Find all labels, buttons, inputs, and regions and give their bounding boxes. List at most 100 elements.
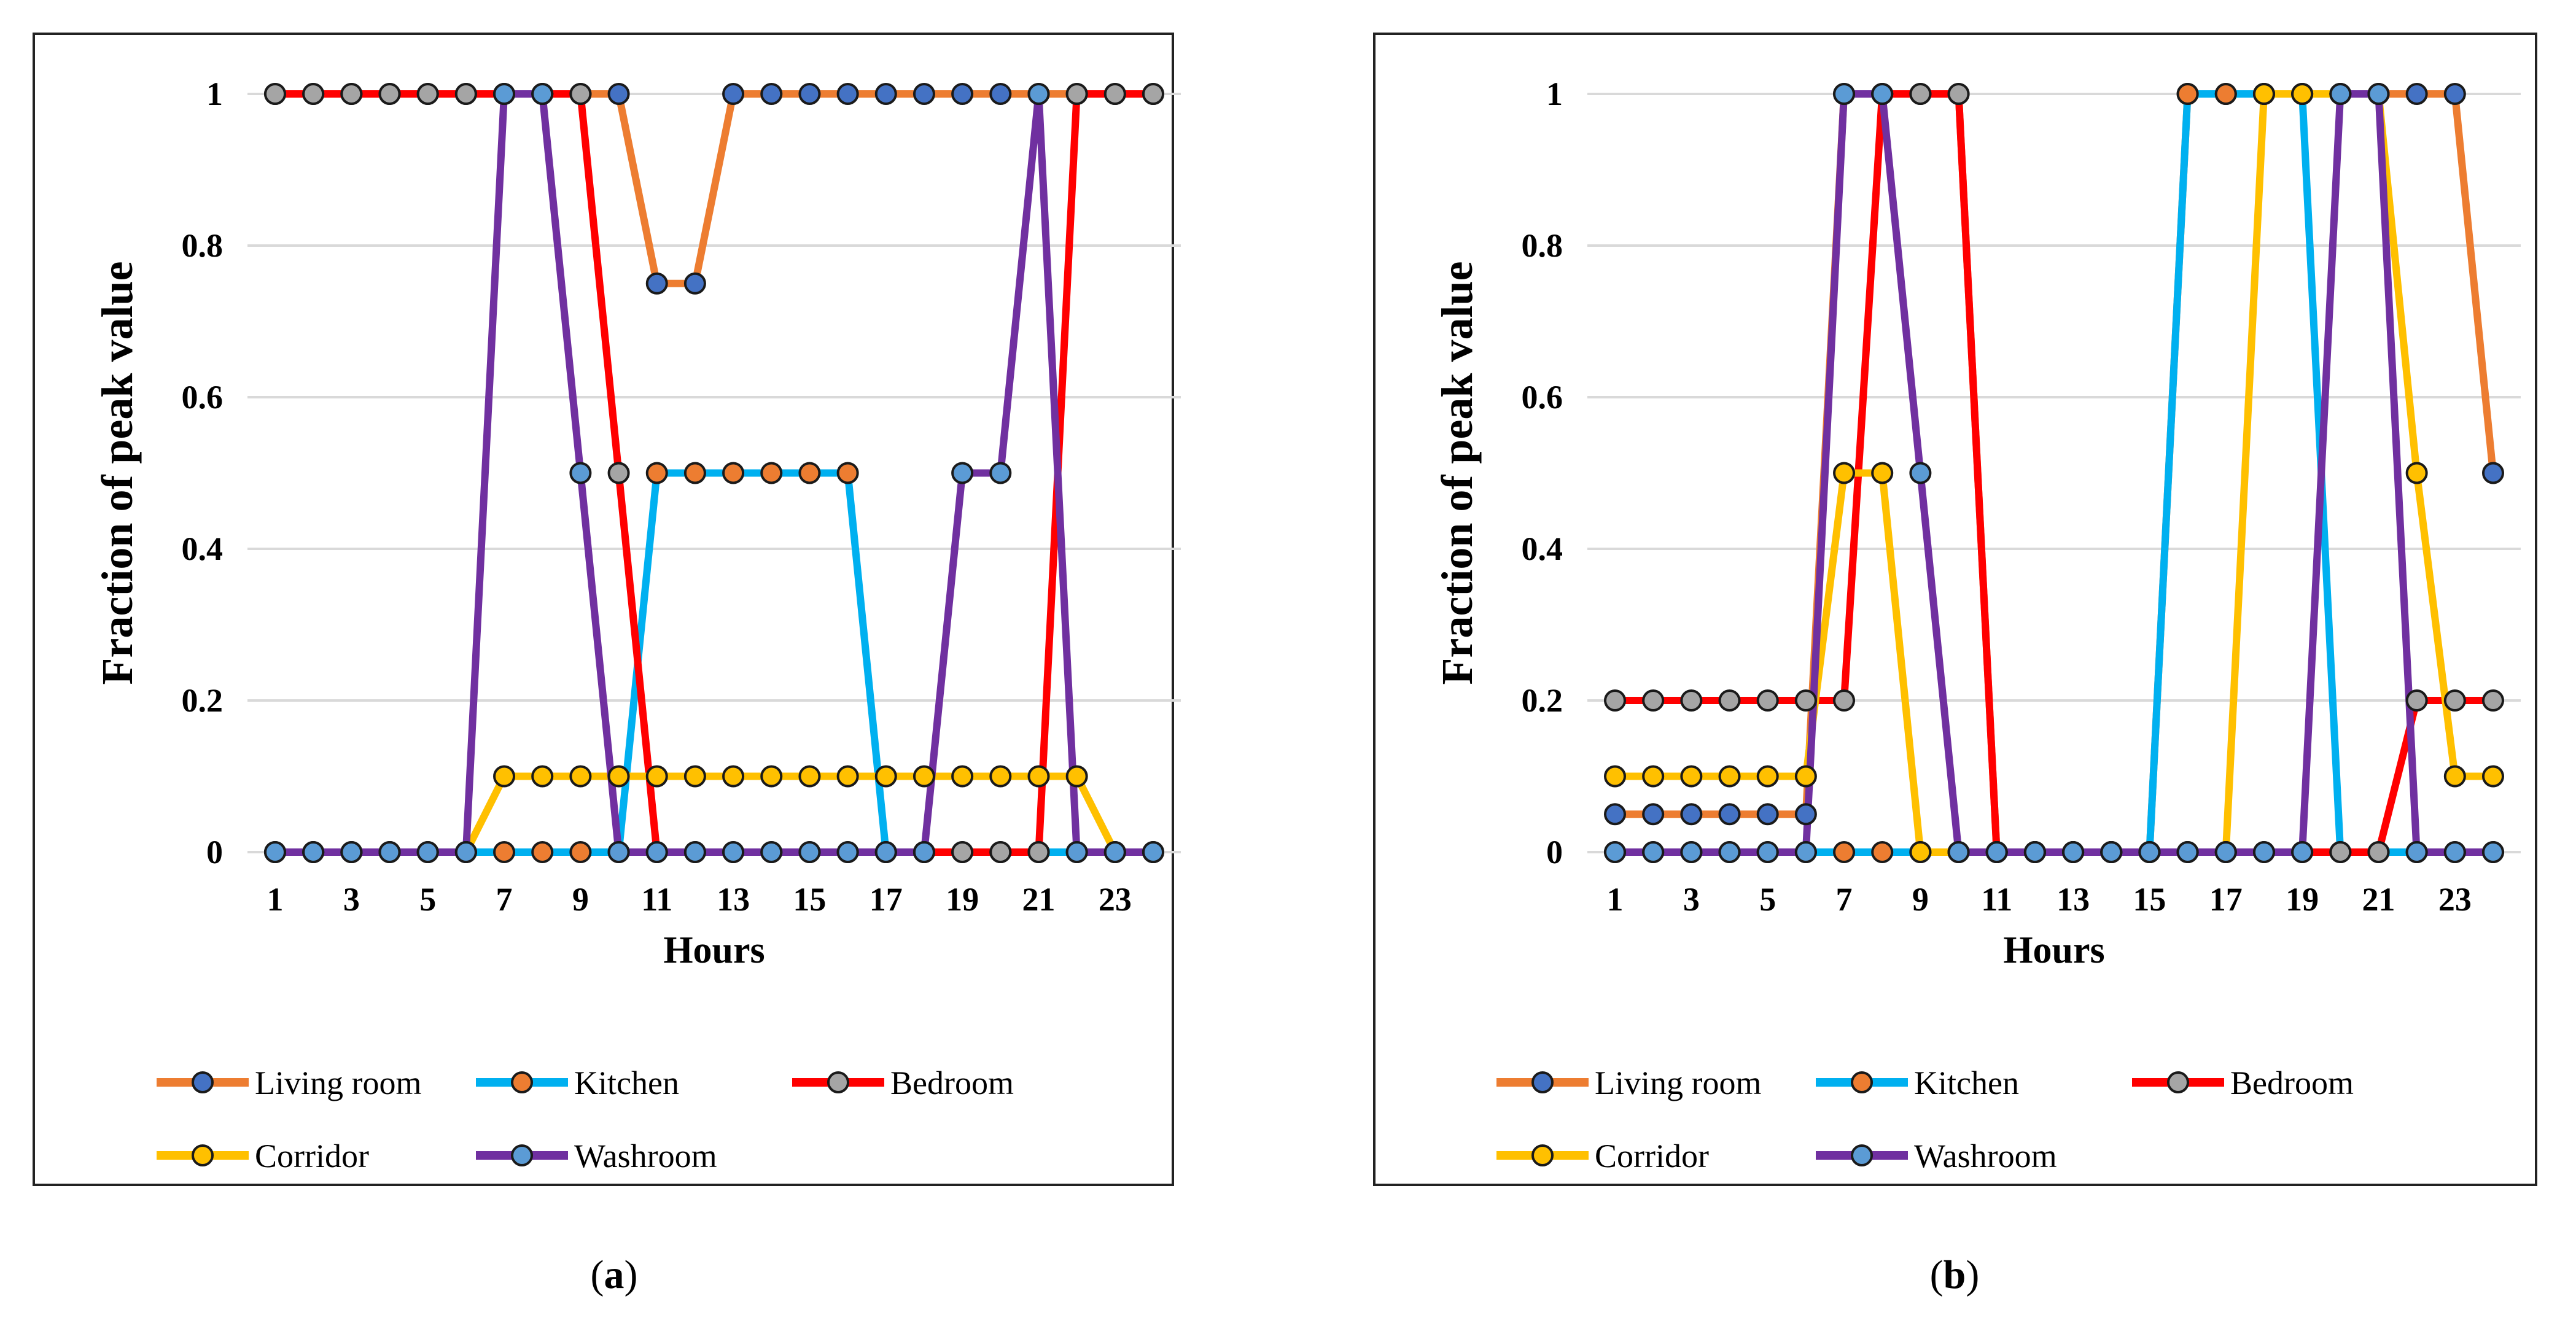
chart-b-data-point xyxy=(1985,841,2008,863)
chart-b-data-point xyxy=(1871,841,1894,863)
chart-b-data-point xyxy=(1833,689,1856,712)
chart-b-legend-swatch-marker xyxy=(1851,1071,1873,1093)
caption-a-letter: a xyxy=(604,1252,625,1297)
chart-a-frame xyxy=(33,33,1174,1186)
chart-b-x-tick-label: 19 xyxy=(2286,881,2319,918)
chart-b-data-point xyxy=(2100,841,2123,863)
chart-b-legend-entry: Corridor xyxy=(1496,1138,1709,1174)
chart-panel-b: 00.20.40.60.811 3 5 7 9 11 13 15 17 19 21 23HoursFr… xyxy=(1373,33,2537,1186)
chart-a-data-point xyxy=(989,83,1012,105)
chart-a-data-point xyxy=(798,462,821,484)
chart-a-x-tick-label: 23 xyxy=(1099,881,1132,918)
chart-a-data-point xyxy=(836,765,859,788)
chart-a-y-tick-label: 1 xyxy=(206,76,223,112)
chart-b-data-point xyxy=(2291,841,2314,863)
caption-a-open: ( xyxy=(591,1252,604,1297)
chart-a-data-point xyxy=(683,765,706,788)
chart-b-data-point xyxy=(2405,689,2428,712)
chart-b-y-tick-label: 0.4 xyxy=(1522,530,1563,567)
chart-a-data-point xyxy=(493,83,516,105)
chart-b-data-point xyxy=(2138,841,2161,863)
chart-a-y-tick-label: 0.8 xyxy=(182,227,224,264)
chart-b-data-point xyxy=(1718,841,1741,863)
chart-b-data-point xyxy=(2405,462,2428,484)
chart-a-data-point xyxy=(989,765,1012,788)
chart-a-data-point xyxy=(416,841,439,863)
chart-a-x-tick-label: 3 xyxy=(343,881,360,918)
chart-b-legend-label: Washroom xyxy=(1914,1138,2057,1174)
chart-b-x-tick-label: 23 xyxy=(2438,881,2472,918)
chart-b-data-point xyxy=(2482,841,2504,863)
chart-b-legend-swatch-marker xyxy=(1531,1071,1554,1093)
chart-a-data-point xyxy=(264,83,286,105)
chart-a-data-point xyxy=(607,462,630,484)
chart-b-data-point xyxy=(1604,803,1626,826)
chart-b-data-point xyxy=(2214,83,2237,105)
chart-a-data-point xyxy=(416,83,439,105)
chart-a-data-point xyxy=(302,83,325,105)
chart-a-legend-label: Washroom xyxy=(574,1138,717,1174)
chart-a-data-point xyxy=(798,83,821,105)
chart-a-data-point xyxy=(607,765,630,788)
chart-b-data-point xyxy=(1909,841,1932,863)
chart-b-data-point xyxy=(1604,841,1626,863)
chart-a-data-point xyxy=(989,841,1012,863)
chart-a-data-point xyxy=(1027,841,1050,863)
chart-a-data-point xyxy=(760,765,783,788)
chart-a-data-point xyxy=(951,765,974,788)
chart-a-data-point xyxy=(340,841,363,863)
chart-b-data-point xyxy=(1718,689,1741,712)
chart-b-data-point xyxy=(1794,803,1817,826)
chart-b-data-point xyxy=(2252,841,2275,863)
chart-b-y-tick-label: 0.2 xyxy=(1522,682,1563,719)
chart-b-data-point xyxy=(1833,83,1856,105)
chart-b-y-axis-title: Fraction of peak value xyxy=(1433,262,1482,685)
chart-b-data-point xyxy=(2482,689,2504,712)
chart-a-legend-label: Living room xyxy=(255,1065,421,1101)
chart-a-data-point xyxy=(798,841,821,863)
chart-a-data-point xyxy=(531,765,554,788)
chart-a-data-point xyxy=(264,841,286,863)
chart-b-y-tick-label: 0.6 xyxy=(1522,379,1563,416)
chart-a-data-point xyxy=(989,462,1012,484)
chart-a-data-point xyxy=(645,765,668,788)
chart-b-data-point xyxy=(1680,765,1703,788)
chart-a-data-point xyxy=(912,841,935,863)
chart-b-data-point xyxy=(1833,841,1856,863)
caption-a: (a) xyxy=(591,1252,638,1297)
chart-b-x-tick-label: 13 xyxy=(2057,881,2090,918)
chart-a-data-point xyxy=(1065,765,1088,788)
chart-a-data-point xyxy=(760,83,783,105)
chart-a-data-point xyxy=(722,841,745,863)
chart-a-x-tick-label: 1 xyxy=(267,881,284,918)
chart-b-data-point xyxy=(2329,83,2352,105)
caption-b-close: ) xyxy=(1966,1252,1979,1297)
chart-a-legend-label: Bedroom xyxy=(890,1065,1014,1101)
chart-a-data-point xyxy=(951,83,974,105)
chart-a-data-point xyxy=(912,765,935,788)
chart-b-data-point xyxy=(1756,841,1779,863)
chart-b-legend-label: Bedroom xyxy=(2230,1065,2354,1101)
chart-b-x-tick-label: 9 xyxy=(1912,881,1929,918)
chart-b-legend-entry: Washroom xyxy=(1816,1138,2057,1174)
chart-b-data-point xyxy=(2023,841,2046,863)
chart-b-data-point xyxy=(1756,803,1779,826)
chart-b-legend-entry: Kitchen xyxy=(1816,1065,2019,1101)
chart-a-data-point xyxy=(569,841,592,863)
chart-b-x-tick-label: 7 xyxy=(1836,881,1853,918)
chart-a-data-point xyxy=(493,765,516,788)
chart-a-legend-swatch-marker xyxy=(192,1071,214,1093)
chart-a-data-point xyxy=(683,841,706,863)
chart-a-data-point xyxy=(569,765,592,788)
caption-b-letter: b xyxy=(1944,1252,1966,1297)
chart-a-legend-label: Corridor xyxy=(255,1138,369,1174)
chart-a-legend-entry: Kitchen xyxy=(476,1065,679,1101)
chart-a-data-point xyxy=(836,83,859,105)
chart-a-legend-swatch-marker xyxy=(827,1071,849,1093)
chart-a-x-tick-label: 15 xyxy=(793,881,826,918)
chart-b-x-tick-label: 15 xyxy=(2133,881,2166,918)
chart-a-y-tick-label: 0.2 xyxy=(182,682,224,719)
chart-b-legend-label: Living room xyxy=(1595,1065,1761,1101)
chart-a-data-point xyxy=(569,83,592,105)
